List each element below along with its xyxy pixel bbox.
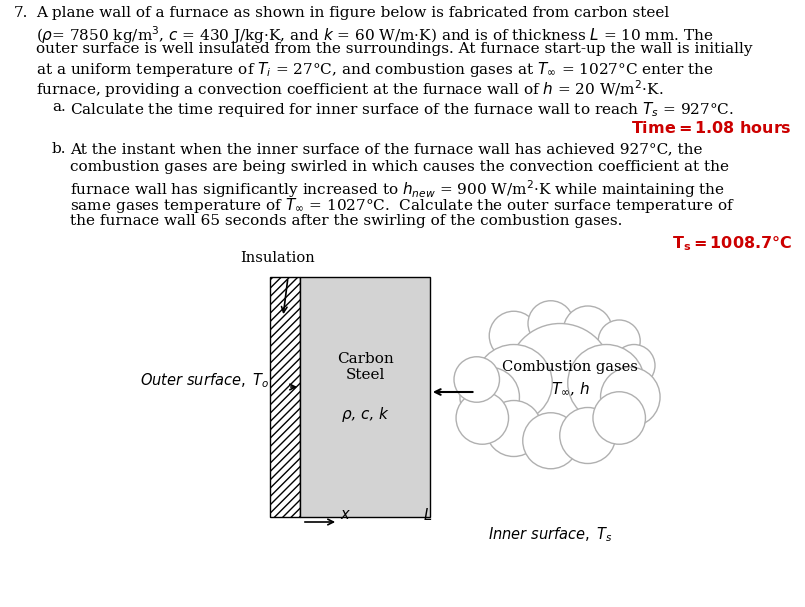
Circle shape xyxy=(507,324,613,429)
Text: furnace, providing a convection coefficient at the furnace wall of $h$ = 20 W/m$: furnace, providing a convection coeffici… xyxy=(36,78,663,100)
Text: Combustion gases: Combustion gases xyxy=(502,360,638,374)
Text: the furnace wall 65 seconds after the swirling of the combustion gases.: the furnace wall 65 seconds after the sw… xyxy=(70,214,622,228)
Circle shape xyxy=(564,306,613,355)
Circle shape xyxy=(475,345,552,421)
Text: Insulation: Insulation xyxy=(240,251,315,265)
Text: at a uniform temperature of $T_i$ = 27°C, and combustion gases at $T_\infty$ = 1: at a uniform temperature of $T_i$ = 27°C… xyxy=(36,60,714,79)
Text: a.: a. xyxy=(52,100,66,114)
Circle shape xyxy=(528,300,573,346)
Text: $\bf{Time = 1.08\ hours}$: $\bf{Time = 1.08\ hours}$ xyxy=(631,120,792,137)
Text: $\it{Outer\ surface,\ T_o}$: $\it{Outer\ surface,\ T_o}$ xyxy=(140,371,270,390)
Text: At the instant when the inner surface of the furnace wall has achieved 927°C, th: At the instant when the inner surface of… xyxy=(70,142,703,156)
Text: $T_\infty$, $h$: $T_\infty$, $h$ xyxy=(551,381,589,398)
Text: $\rho$, $c$, $k$: $\rho$, $c$, $k$ xyxy=(341,405,390,424)
Circle shape xyxy=(485,401,542,456)
Text: $\it{Inner\ surface,\ T_s}$: $\it{Inner\ surface,\ T_s}$ xyxy=(488,525,613,544)
Text: $L$: $L$ xyxy=(423,507,432,523)
Circle shape xyxy=(454,357,499,402)
Circle shape xyxy=(456,392,509,444)
Circle shape xyxy=(568,345,645,421)
Circle shape xyxy=(460,367,519,427)
Text: $\bf{T_s = 1008.7°C}$: $\bf{T_s = 1008.7°C}$ xyxy=(671,234,792,253)
Bar xyxy=(270,277,300,517)
Circle shape xyxy=(522,413,579,469)
Text: Carbon
Steel: Carbon Steel xyxy=(336,352,394,382)
Circle shape xyxy=(613,345,655,387)
Text: ($\rho$= 7850 kg/m$^3$, $c$ = 430 J/kg·K, and $k$ = 60 W/m·K) and is of thicknes: ($\rho$= 7850 kg/m$^3$, $c$ = 430 J/kg·K… xyxy=(36,24,714,46)
Text: $x$: $x$ xyxy=(340,508,351,522)
Text: A plane wall of a furnace as shown in figure below is fabricated from carbon ste: A plane wall of a furnace as shown in fi… xyxy=(36,6,669,20)
Circle shape xyxy=(489,311,539,360)
Text: b.: b. xyxy=(52,142,67,156)
Text: furnace wall has significantly increased to $h_{new}$ = 900 W/m$^2$·K while main: furnace wall has significantly increased… xyxy=(70,178,724,200)
Text: 7.: 7. xyxy=(14,6,28,20)
Text: combustion gases are being swirled in which causes the convection coefficient at: combustion gases are being swirled in wh… xyxy=(70,160,729,174)
Text: Calculate the time required for inner surface of the furnace wall to reach $T_s$: Calculate the time required for inner su… xyxy=(70,100,734,119)
Text: same gases temperature of $T_\infty$ = 1027°C.  Calculate the outer surface temp: same gases temperature of $T_\infty$ = 1… xyxy=(70,196,735,215)
Bar xyxy=(300,277,430,517)
Circle shape xyxy=(593,392,646,444)
Text: outer surface is well insulated from the surroundings. At furnace start-up the w: outer surface is well insulated from the… xyxy=(36,42,753,56)
Circle shape xyxy=(559,407,616,464)
Circle shape xyxy=(601,367,660,427)
Circle shape xyxy=(598,320,640,362)
